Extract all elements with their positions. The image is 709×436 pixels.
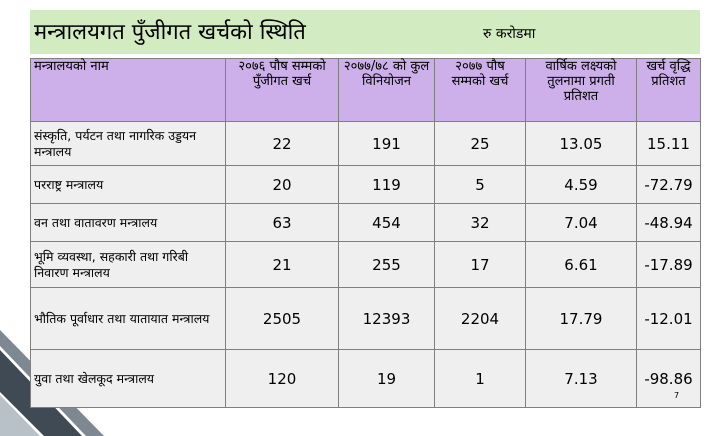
table-header-row: मन्त्रालयको नाम २०७६ पौष सम्मको पुँजीगत … — [30, 58, 701, 122]
column-header-growth-percent: खर्च वृद्धि प्रतिशत — [636, 58, 701, 122]
corner-stripe-light — [0, 395, 40, 436]
column-header-ministry: मन्त्रालयको नाम — [30, 58, 226, 122]
progress-percent: 4.59 — [525, 165, 637, 204]
current-expenditure: 32 — [434, 203, 526, 242]
column-header-total-allocation: २०७७/७८ को कुल विनियोजन — [338, 58, 435, 122]
prev-expenditure: 63 — [225, 203, 339, 242]
ministry-name: परराष्ट्र मन्त्रालय — [30, 165, 226, 204]
unit-label: रु करोडमा — [483, 26, 536, 42]
growth-percent: -12.01 — [636, 287, 701, 350]
current-expenditure: 5 — [434, 165, 526, 204]
prev-expenditure: 22 — [225, 121, 339, 166]
ministry-name: भौतिक पूर्वाधार तथा यातायात मन्त्रालय — [30, 287, 226, 350]
column-header-prev-expenditure: २०७६ पौष सम्मको पुँजीगत खर्च — [225, 58, 339, 122]
ministry-name: भूमि व्यवस्था, सहकारी तथा गरिबी निवारण म… — [30, 241, 226, 288]
table-row: भूमि व्यवस्था, सहकारी तथा गरिबी निवारण म… — [30, 241, 701, 288]
page-title: मन्त्रालयगत पुँजीगत खर्चको स्थिति — [34, 20, 306, 45]
table-row: युवा तथा खेलकूद मन्त्रालय 120 19 1 7.13 … — [30, 349, 701, 408]
ministry-name: संस्कृति, पर्यटन तथा नागरिक उड्डयन मन्त्… — [30, 121, 226, 166]
expenditure-table: मन्त्रालयको नाम २०७६ पौष सम्मको पुँजीगत … — [30, 58, 701, 408]
growth-percent: -17.89 — [636, 241, 701, 288]
current-expenditure: 1 — [434, 349, 526, 408]
current-expenditure: 2204 — [434, 287, 526, 350]
prev-expenditure: 120 — [225, 349, 339, 408]
table-row: वन तथा वातावरण मन्त्रालय 63 454 32 7.04 … — [30, 203, 701, 242]
total-allocation: 12393 — [338, 287, 435, 350]
total-allocation: 191 — [338, 121, 435, 166]
growth-percent: -72.79 — [636, 165, 701, 204]
progress-percent: 7.04 — [525, 203, 637, 242]
title-bar — [30, 10, 700, 54]
progress-percent: 6.61 — [525, 241, 637, 288]
table-row: संस्कृति, पर्यटन तथा नागरिक उड्डयन मन्त्… — [30, 121, 701, 166]
prev-expenditure: 21 — [225, 241, 339, 288]
page-number: 7 — [674, 391, 680, 400]
current-expenditure: 25 — [434, 121, 526, 166]
total-allocation: 255 — [338, 241, 435, 288]
growth-percent: 15.11 — [636, 121, 701, 166]
total-allocation: 119 — [338, 165, 435, 204]
growth-percent: -98.86 — [636, 349, 701, 408]
progress-percent: 7.13 — [525, 349, 637, 408]
current-expenditure: 17 — [434, 241, 526, 288]
ministry-name: युवा तथा खेलकूद मन्त्रालय — [30, 349, 226, 408]
column-header-progress-percent: वार्षिक लक्ष्यको तुलनामा प्रगती प्रतिशत — [525, 58, 637, 122]
progress-percent: 13.05 — [525, 121, 637, 166]
progress-percent: 17.79 — [525, 287, 637, 350]
growth-percent: -48.94 — [636, 203, 701, 242]
total-allocation: 454 — [338, 203, 435, 242]
total-allocation: 19 — [338, 349, 435, 408]
prev-expenditure: 2505 — [225, 287, 339, 350]
table-row: भौतिक पूर्वाधार तथा यातायात मन्त्रालय 25… — [30, 287, 701, 350]
table-row: परराष्ट्र मन्त्रालय 20 119 5 4.59 -72.79 — [30, 165, 701, 204]
prev-expenditure: 20 — [225, 165, 339, 204]
ministry-name: वन तथा वातावरण मन्त्रालय — [30, 203, 226, 242]
column-header-current-expenditure: २०७७ पौष सम्मको खर्च — [434, 58, 526, 122]
